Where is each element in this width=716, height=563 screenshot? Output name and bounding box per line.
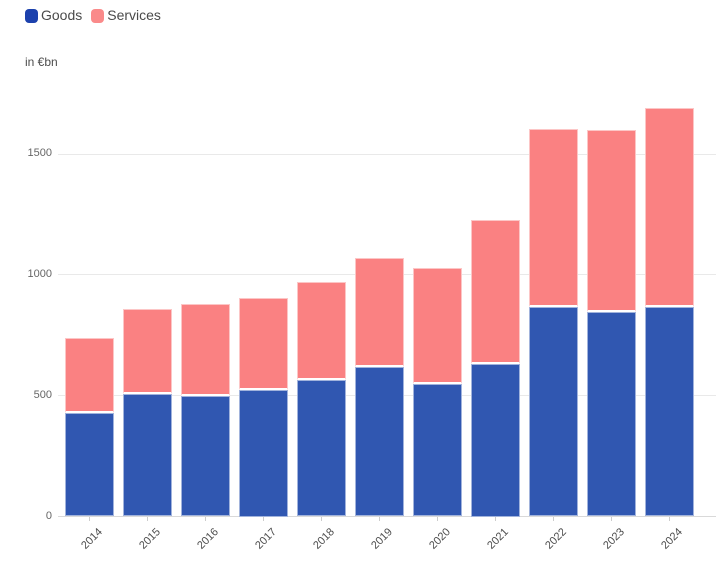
bar-segment-goods-2024[interactable] xyxy=(644,307,694,517)
legend: Goods Services xyxy=(25,7,161,24)
x-tick-label-2020: 2020 xyxy=(426,526,453,552)
legend-item-goods[interactable]: Goods xyxy=(25,7,82,24)
bar-segment-goods-2019[interactable] xyxy=(354,366,404,517)
legend-label-goods: Goods xyxy=(41,7,83,23)
x-tick-2022 xyxy=(553,517,554,521)
x-tick-2016 xyxy=(205,517,206,521)
x-tick-2020 xyxy=(437,517,438,521)
x-tick-label-2023: 2023 xyxy=(600,526,627,552)
bar-segment-goods-2023[interactable] xyxy=(586,312,636,517)
bar-segment-services-2021[interactable] xyxy=(470,220,520,365)
x-tick-2019 xyxy=(379,517,380,521)
goods-swatch-icon xyxy=(25,8,38,23)
bar-segment-goods-2022[interactable] xyxy=(528,307,578,517)
y-tick-label-1500: 1500 xyxy=(27,147,52,159)
y-tick-label-0: 0 xyxy=(45,509,52,522)
x-tick-2017 xyxy=(263,517,264,521)
bar-segment-services-2014[interactable] xyxy=(64,337,114,413)
legend-item-services[interactable]: Services xyxy=(91,7,161,24)
x-tick-label-2018: 2018 xyxy=(310,526,337,552)
x-tick-label-2021: 2021 xyxy=(484,526,511,552)
bar-segment-services-2019[interactable] xyxy=(354,257,404,367)
bar-segment-goods-2018[interactable] xyxy=(296,379,346,517)
x-tick-label-2019: 2019 xyxy=(368,526,395,552)
x-tick-label-2015: 2015 xyxy=(136,526,163,552)
x-tick-2024 xyxy=(669,517,670,521)
bar-segment-goods-2021[interactable] xyxy=(470,364,520,517)
bar-segment-goods-2014[interactable] xyxy=(64,412,114,517)
x-tick-label-2022: 2022 xyxy=(542,526,569,552)
gridline-0 xyxy=(58,516,716,517)
bar-segment-services-2024[interactable] xyxy=(644,108,694,308)
x-tick-2018 xyxy=(321,517,322,521)
x-tick-2015 xyxy=(147,517,148,521)
services-swatch-icon xyxy=(91,8,105,23)
bar-segment-services-2023[interactable] xyxy=(586,129,636,313)
y-tick-label-1000: 1000 xyxy=(27,267,52,280)
bar-segment-services-2016[interactable] xyxy=(180,303,230,396)
x-tick-2014 xyxy=(89,517,90,521)
x-tick-2021 xyxy=(495,517,496,521)
y-axis-unit-label: in €bn xyxy=(25,55,58,69)
x-tick-label-2024: 2024 xyxy=(658,526,685,552)
bar-segment-services-2022[interactable] xyxy=(528,128,578,308)
y-tick-label-500: 500 xyxy=(33,388,52,401)
x-tick-label-2016: 2016 xyxy=(194,526,221,552)
legend-label-services: Services xyxy=(107,7,161,23)
x-tick-label-2017: 2017 xyxy=(252,526,279,552)
bar-segment-goods-2016[interactable] xyxy=(180,395,230,517)
bar-segment-services-2015[interactable] xyxy=(122,308,172,395)
bar-segment-services-2020[interactable] xyxy=(412,267,462,384)
bar-segment-goods-2020[interactable] xyxy=(412,383,462,517)
bar-segment-goods-2015[interactable] xyxy=(122,394,172,517)
bar-segment-services-2017[interactable] xyxy=(238,297,288,390)
x-tick-2023 xyxy=(611,517,612,521)
x-tick-label-2014: 2014 xyxy=(78,526,105,552)
bar-segment-goods-2017[interactable] xyxy=(238,389,288,517)
bar-segment-services-2018[interactable] xyxy=(296,282,346,380)
gridline-1500 xyxy=(58,153,716,155)
